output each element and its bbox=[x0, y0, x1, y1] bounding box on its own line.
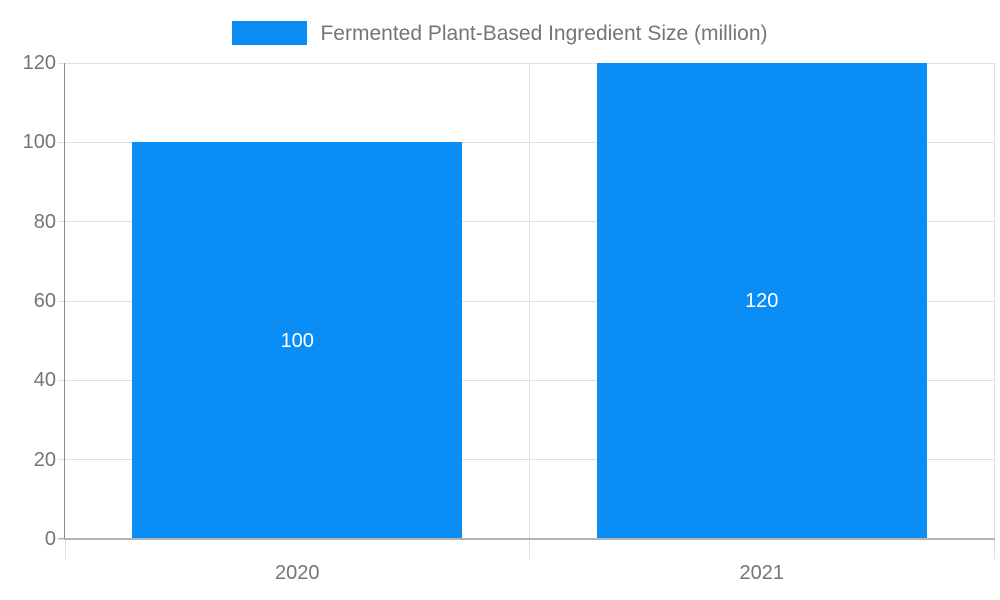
y-tick-label: 80 bbox=[33, 210, 56, 233]
y-axis-tick bbox=[58, 459, 64, 461]
y-tick-label: 60 bbox=[33, 290, 56, 312]
y-axis-tick bbox=[58, 538, 64, 540]
y-axis-line bbox=[64, 63, 65, 540]
y-tick-label: 0 bbox=[44, 528, 56, 550]
y-tick-label: 100 bbox=[22, 131, 56, 154]
y-axis-tick bbox=[58, 300, 64, 302]
x-axis-line bbox=[58, 538, 995, 540]
bar-2020: 100 bbox=[132, 142, 463, 539]
chart-legend: Fermented Plant-Based Ingredient Size (m… bbox=[0, 14, 1000, 52]
bar-value-label: 120 bbox=[745, 290, 779, 312]
bar-value-label: 100 bbox=[280, 329, 314, 352]
x-tick-label: 2020 bbox=[275, 562, 320, 584]
y-tick-label: 40 bbox=[33, 369, 56, 392]
x-tick-label: 2021 bbox=[739, 562, 785, 584]
x-axis-tick bbox=[64, 540, 66, 559]
x-axis-tick bbox=[993, 540, 995, 559]
category-boundary-gridline bbox=[529, 63, 530, 539]
y-tick-label: 120 bbox=[22, 52, 56, 74]
legend-label: Fermented Plant-Based Ingredient Size (m… bbox=[320, 21, 768, 45]
legend-swatch-icon bbox=[232, 21, 308, 45]
bar-2021: 120 bbox=[596, 63, 927, 539]
y-axis-tick bbox=[58, 379, 64, 381]
y-axis-tick bbox=[58, 221, 64, 223]
x-axis-tick bbox=[529, 540, 530, 559]
y-axis-tick bbox=[58, 62, 64, 64]
y-axis-tick bbox=[58, 141, 64, 143]
y-tick-label: 20 bbox=[33, 448, 56, 471]
category-boundary-gridline bbox=[993, 63, 995, 539]
plot-area: 100 120 bbox=[65, 62, 995, 539]
